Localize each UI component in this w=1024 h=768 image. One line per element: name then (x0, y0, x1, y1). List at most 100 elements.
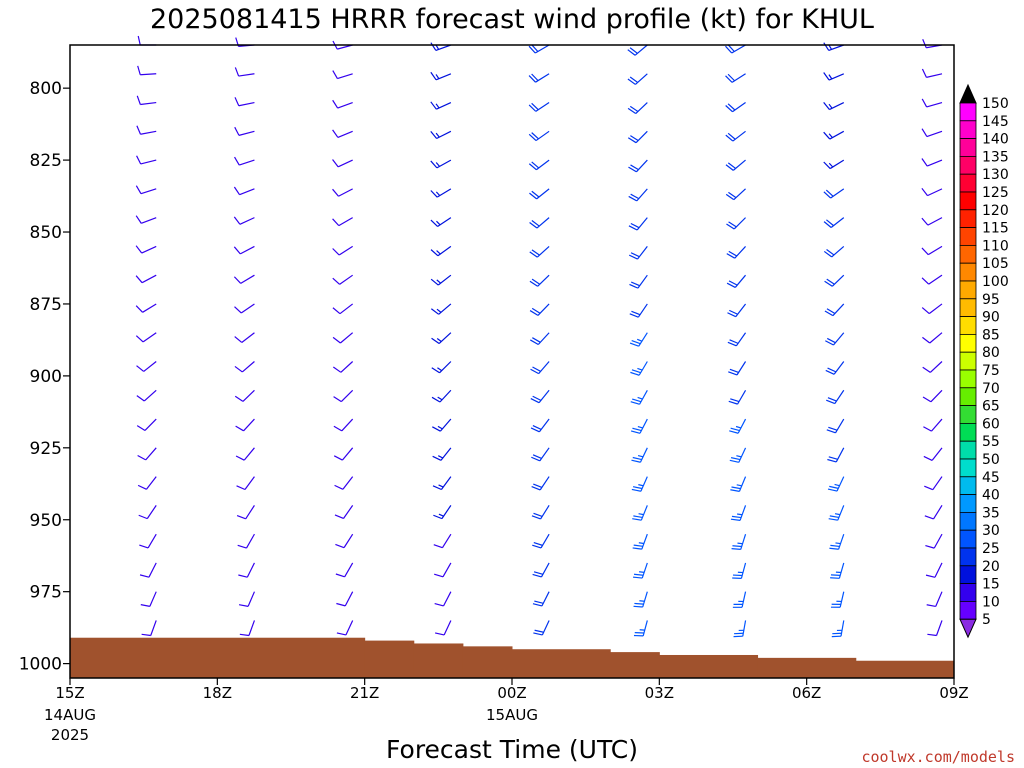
barb-feather (136, 95, 141, 105)
wind-barb (529, 274, 550, 287)
barb-staff (926, 159, 943, 167)
colorbar-label: 80 (982, 345, 1000, 361)
barb-feather (632, 427, 642, 432)
barb-feather (433, 514, 443, 520)
wind-barb (141, 620, 157, 637)
barb-feather (925, 574, 936, 578)
barb-half-feather (637, 396, 643, 400)
wind-barb (529, 188, 550, 200)
wind-barb (531, 505, 550, 520)
barb-feather (430, 131, 438, 139)
barb-feather (633, 544, 643, 547)
barb-staff (934, 562, 943, 578)
barb-feather (726, 253, 736, 259)
barb-feather (926, 604, 936, 607)
barb-staff (935, 591, 943, 607)
barb-half-feather (828, 44, 833, 50)
barb-half-feather (736, 484, 742, 487)
wind-barb (532, 591, 550, 607)
barb-feather (730, 518, 741, 521)
wind-barb (730, 476, 747, 492)
barb-feather (433, 544, 443, 549)
wind-barb (530, 389, 550, 404)
barb-staff (443, 591, 452, 607)
barb-feather (238, 574, 248, 578)
wind-barb (825, 361, 845, 375)
barb-staff (926, 73, 943, 78)
colorbar-label: 25 (982, 541, 1000, 557)
wind-barb (823, 217, 845, 228)
barb-feather (921, 187, 928, 196)
barb-staff (143, 389, 157, 402)
barb-feather (137, 454, 147, 461)
barb-half-feather (435, 162, 440, 167)
wind-barb (236, 505, 255, 520)
barb-half-feather (435, 132, 440, 138)
wind-barb (927, 620, 943, 637)
barb-feather (630, 222, 640, 229)
wind-barb (234, 361, 255, 373)
wind-barb (732, 562, 747, 579)
wind-barb (631, 476, 648, 492)
barb-feather (530, 339, 539, 346)
wind-barb (921, 245, 943, 256)
barb-feather (531, 44, 539, 52)
wind-barb (332, 217, 353, 227)
wind-barb (628, 246, 648, 260)
barb-feather (927, 633, 937, 637)
barb-feather (335, 543, 345, 549)
wind-barb (628, 188, 648, 202)
wind-barb (430, 42, 452, 52)
colorbar-label: 140 (982, 132, 1009, 148)
wind-barb (630, 418, 648, 434)
barb-feather (630, 281, 640, 287)
barb-feather (332, 277, 340, 285)
wind-barb (826, 389, 845, 405)
barb-feather (335, 573, 345, 578)
colorbar-segment (959, 458, 977, 478)
wind-barb (238, 591, 255, 607)
colorbar-segment (959, 102, 977, 122)
barb-half-feather (435, 191, 441, 197)
wind-barb (432, 418, 452, 432)
wind-barb (827, 476, 845, 492)
y-tick-label: 975 (30, 583, 62, 603)
barb-feather (140, 604, 150, 607)
barb-staff (146, 505, 157, 519)
barb-feather (628, 225, 638, 231)
colorbar-segment (959, 209, 977, 229)
wind-barb (432, 447, 452, 461)
y-tick-label: 1000 (19, 655, 62, 675)
barb-staff (150, 620, 157, 636)
colorbar-segment (959, 583, 977, 602)
barb-staff (930, 389, 943, 403)
wind-barb (630, 389, 648, 405)
barb-staff (337, 130, 353, 138)
barb-half-feather (638, 513, 644, 516)
credit-link[interactable]: coolwx.com/models (861, 748, 1015, 766)
colorbar-segment (959, 191, 977, 211)
wind-barb (823, 188, 845, 199)
wind-barb (234, 389, 255, 402)
barb-staff (144, 418, 157, 431)
barb-feather (431, 367, 440, 374)
wind-barb (431, 332, 452, 345)
barb-half-feather (834, 513, 841, 516)
y-tick-label: 900 (30, 367, 62, 387)
barb-staff (928, 274, 943, 285)
barb-feather (828, 518, 838, 521)
barb-feather (528, 45, 536, 54)
barb-feather (136, 155, 142, 165)
wind-barb (732, 591, 747, 608)
barb-feather (728, 191, 737, 199)
barb-feather (534, 629, 544, 633)
x-axis: 15Z 14AUG 2025 18Z 21Z 00Z 15AUG 03Z 06Z 09Z (44, 678, 969, 744)
barb-feather (430, 190, 438, 198)
barb-feather (728, 221, 737, 228)
wind-barb (332, 99, 353, 109)
barb-feather (628, 195, 638, 202)
barb-half-feather (636, 338, 643, 342)
barb-half-feather (637, 455, 644, 458)
wind-barb (235, 447, 255, 461)
wind-barb (530, 361, 550, 375)
